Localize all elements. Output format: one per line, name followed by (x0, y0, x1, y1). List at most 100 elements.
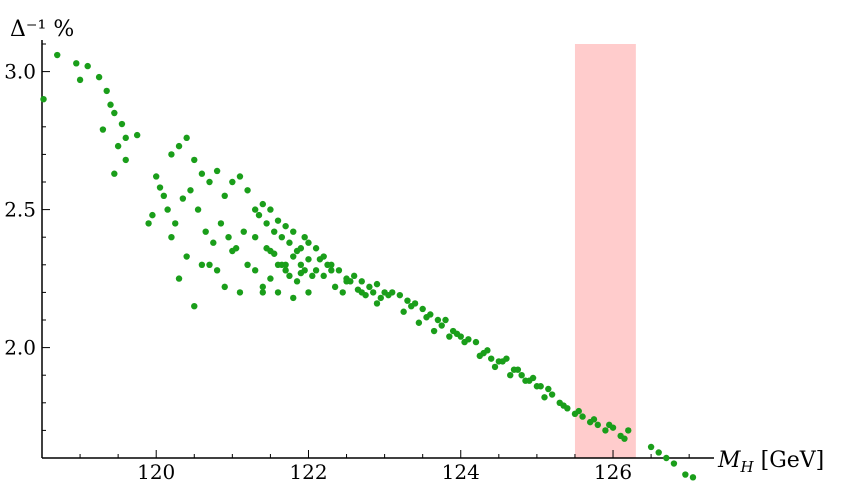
data-point (213, 267, 221, 274)
data-point (278, 234, 286, 241)
axis-labels: Δ⁻¹ % MH [GeV] (10, 17, 824, 476)
data-point (290, 294, 297, 302)
data-point (602, 427, 609, 434)
data-point (187, 187, 194, 194)
data-point (328, 267, 335, 274)
data-point (168, 151, 175, 158)
data-point (507, 372, 514, 379)
data-point (259, 289, 266, 296)
data-point (358, 278, 365, 285)
data-point (320, 253, 327, 260)
data-point (103, 87, 110, 95)
data-point (309, 272, 316, 280)
data-point (373, 280, 381, 288)
data-point (271, 228, 278, 235)
y-tick-label: 2.5 (4, 198, 36, 222)
data-point (236, 173, 244, 180)
data-point (438, 322, 445, 329)
data-point (541, 394, 548, 401)
y-tick-label: 2.0 (4, 336, 36, 360)
data-point (430, 327, 438, 335)
data-point (312, 245, 320, 252)
data-point (518, 372, 525, 379)
x-tick-label: 126 (594, 460, 632, 482)
data-point (99, 126, 107, 133)
data-point (194, 206, 202, 213)
data-point (221, 283, 228, 291)
data-point (320, 272, 327, 280)
data-point (290, 253, 297, 260)
data-point (213, 167, 221, 175)
data-point (107, 101, 114, 108)
data-point (133, 131, 141, 139)
data-point (290, 228, 297, 235)
data-point (229, 178, 236, 186)
data-point (606, 421, 613, 429)
data-point (267, 247, 274, 255)
data-point (453, 330, 461, 337)
data-point (122, 134, 129, 142)
data-point (191, 156, 198, 164)
ticks: 120 122 124 126 2.0 2.5 3.0 (4, 43, 690, 482)
data-point (647, 443, 655, 451)
data-point (206, 261, 213, 268)
data-point (251, 267, 259, 274)
data-point (145, 220, 152, 227)
data-point (339, 289, 346, 296)
data-point (305, 256, 312, 263)
data-point (545, 385, 552, 393)
data-point (621, 435, 628, 442)
data-point (251, 234, 259, 241)
data-point (465, 336, 472, 343)
data-point (312, 267, 320, 274)
data-point (160, 192, 168, 199)
data-point (491, 363, 499, 371)
data-point (446, 333, 453, 340)
data-point (286, 272, 293, 280)
data-point (251, 206, 259, 213)
data-point (255, 211, 263, 219)
data-point (301, 234, 308, 241)
data-point (594, 421, 601, 429)
data-points (40, 51, 697, 481)
data-point (293, 278, 301, 285)
data-point (305, 289, 312, 296)
data-point (663, 454, 670, 462)
data-point (111, 109, 118, 117)
data-point (175, 275, 183, 282)
data-point (373, 300, 381, 307)
data-point (225, 234, 232, 241)
data-point (95, 73, 103, 81)
data-point (118, 120, 126, 128)
data-point (286, 239, 293, 246)
data-point (40, 96, 47, 103)
data-point (263, 220, 270, 227)
data-point (434, 316, 442, 324)
data-point (472, 338, 480, 346)
data-point (259, 200, 266, 208)
data-point (198, 261, 206, 268)
data-point (537, 383, 544, 390)
data-point (575, 407, 582, 415)
data-point (217, 220, 225, 227)
data-point (259, 283, 266, 291)
data-point (229, 247, 236, 255)
data-point (122, 156, 129, 164)
data-point (389, 289, 396, 296)
data-point (404, 297, 411, 304)
data-point (328, 261, 335, 268)
data-point (396, 291, 404, 299)
x-tick-label: 122 (289, 460, 327, 482)
data-point (267, 275, 274, 282)
data-point (172, 220, 179, 227)
data-point (191, 303, 198, 310)
data-point (366, 283, 373, 291)
data-point (590, 416, 598, 423)
data-point (244, 261, 251, 268)
data-point (114, 142, 122, 150)
data-point (689, 474, 697, 481)
x-axis-label-unit: [GeV] (754, 448, 825, 473)
data-point (297, 269, 305, 277)
data-point (282, 261, 289, 268)
data-point (183, 253, 190, 260)
